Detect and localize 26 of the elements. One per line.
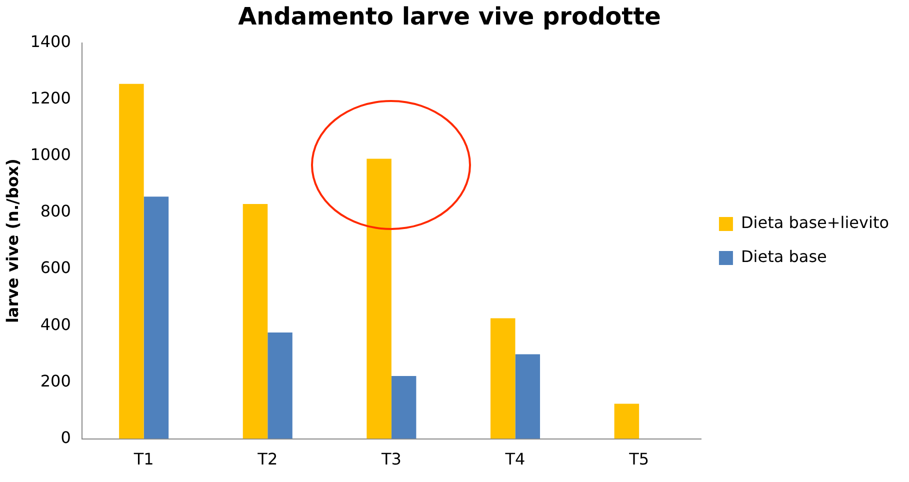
y-tick-label: 400 (40, 314, 71, 334)
bar (119, 84, 144, 439)
bar (144, 196, 169, 439)
legend-label: Dieta base (740, 247, 827, 266)
bar (391, 376, 416, 439)
y-axis-title: larve vive (n./box) (2, 158, 22, 324)
y-tick-label: 600 (40, 258, 71, 278)
bar (490, 318, 516, 439)
y-tick-label: 1000 (30, 145, 71, 164)
y-tick-label: 1200 (30, 88, 71, 108)
y-tick-label: 200 (40, 371, 71, 390)
x-tick-label: T4 (504, 450, 526, 469)
bar (268, 332, 292, 439)
bar (515, 354, 540, 439)
y-tick-label: 800 (40, 202, 71, 221)
legend-label: Dieta base+lievito (740, 213, 889, 232)
y-tick-label: 1400 (30, 32, 71, 51)
bar (242, 204, 268, 439)
x-tick-label: T1 (132, 450, 154, 469)
x-tick-label: T3 (380, 450, 402, 469)
bar (614, 404, 640, 439)
y-tick-label: 0 (60, 428, 71, 447)
chart-title: Andamento larve vive prodotte (238, 2, 661, 31)
x-tick-label: T5 (628, 450, 650, 469)
x-tick-label: T2 (256, 450, 278, 469)
bar (366, 158, 392, 439)
